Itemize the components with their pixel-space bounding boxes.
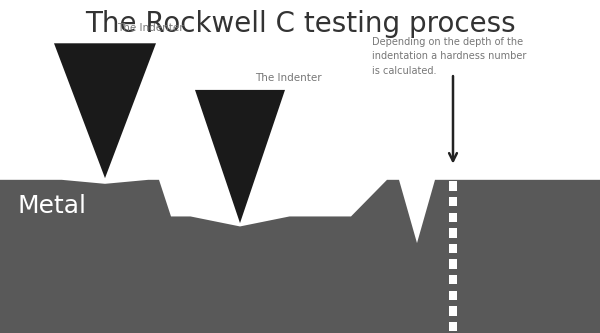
Bar bbox=[449, 244, 457, 253]
Polygon shape bbox=[0, 180, 600, 333]
Polygon shape bbox=[195, 90, 285, 223]
Bar bbox=[449, 291, 457, 300]
Text: The Indenter: The Indenter bbox=[117, 23, 184, 33]
Bar bbox=[449, 228, 457, 238]
Bar bbox=[449, 306, 457, 316]
Bar bbox=[449, 181, 457, 191]
Bar bbox=[449, 322, 457, 331]
Bar bbox=[449, 197, 457, 206]
Text: Depending on the depth of the
indentation a hardness number
is calculated.: Depending on the depth of the indentatio… bbox=[372, 37, 526, 76]
Bar bbox=[449, 275, 457, 284]
Text: The Indenter: The Indenter bbox=[255, 73, 322, 83]
Text: Metal: Metal bbox=[18, 194, 87, 218]
Text: The Rockwell C testing process: The Rockwell C testing process bbox=[85, 10, 515, 38]
Bar bbox=[449, 213, 457, 222]
Polygon shape bbox=[54, 43, 156, 178]
Bar bbox=[449, 259, 457, 269]
